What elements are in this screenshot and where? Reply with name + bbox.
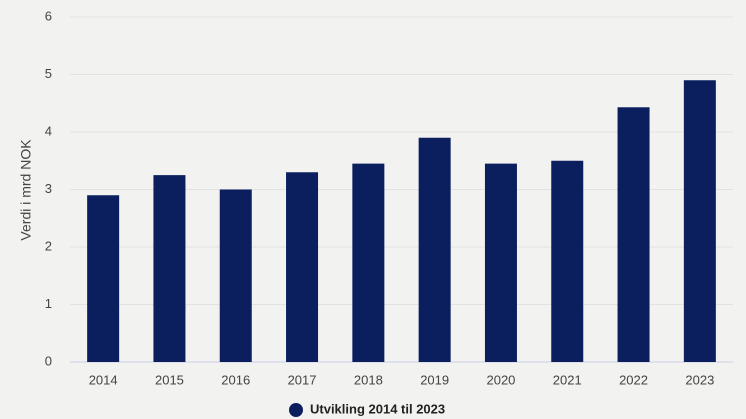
y-tick-label: 0 [45, 353, 52, 368]
x-tick-label: 2023 [685, 372, 714, 387]
legend-marker [289, 403, 303, 417]
x-tick-label: 2022 [619, 372, 648, 387]
x-tick-label: 2018 [354, 372, 383, 387]
y-tick-label: 1 [45, 296, 52, 311]
x-tick-label: 2015 [155, 372, 184, 387]
y-axis-label: Verdi i mrd NOK [18, 139, 34, 241]
legend-label: Utvikling 2014 til 2023 [310, 401, 445, 416]
y-tick-label: 2 [45, 238, 52, 253]
x-tick-label: 2016 [221, 372, 250, 387]
y-tick-label: 3 [45, 181, 52, 196]
y-tick-label: 6 [45, 8, 52, 23]
y-tick-label: 4 [45, 123, 52, 138]
bar [153, 175, 186, 362]
bar [683, 80, 716, 362]
bar [551, 160, 584, 362]
bar [219, 189, 252, 362]
bar [352, 163, 385, 362]
x-tick-label: 2020 [486, 372, 515, 387]
x-tick-label: 2021 [553, 372, 582, 387]
bar [87, 195, 120, 362]
bar [484, 163, 517, 362]
bar [617, 107, 650, 363]
x-tick-label: 2014 [89, 372, 118, 387]
bar [286, 172, 319, 362]
bar [418, 137, 451, 362]
x-tick-label: 2019 [420, 372, 449, 387]
y-tick-label: 5 [45, 66, 52, 81]
x-tick-label: 2017 [288, 372, 317, 387]
